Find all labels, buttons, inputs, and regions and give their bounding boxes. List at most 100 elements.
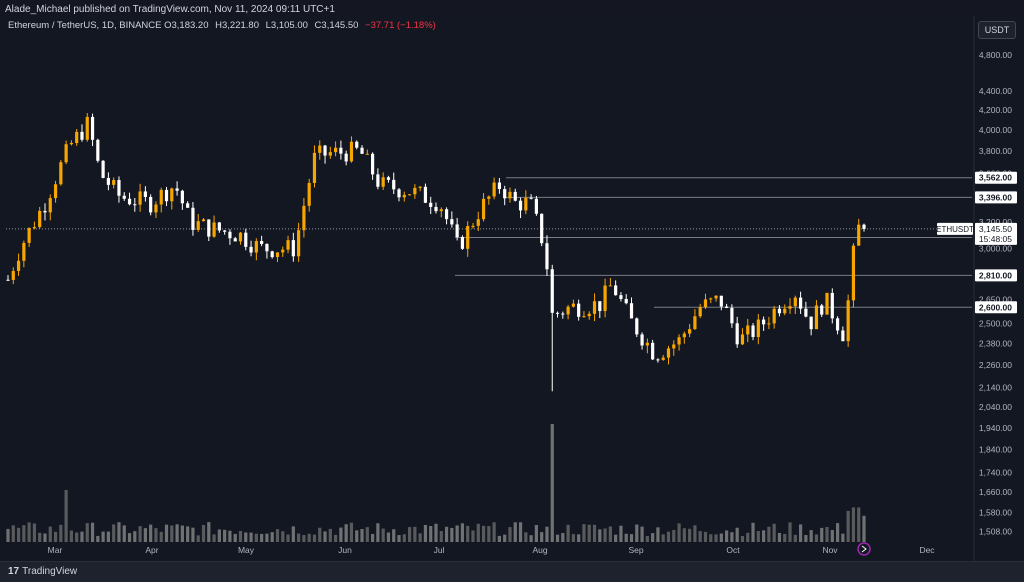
candle-body	[439, 209, 443, 212]
volume-bar	[212, 534, 216, 542]
volume-bar	[281, 531, 285, 542]
candle-body	[85, 116, 89, 140]
volume-bar	[328, 528, 332, 542]
volume-bar	[138, 526, 142, 542]
y-tick-label: 4,000.00	[979, 125, 1012, 135]
level-label: 2,600.00	[979, 302, 1012, 312]
volume-bar	[497, 535, 502, 542]
candle-body	[112, 180, 116, 185]
volume-bar	[767, 526, 771, 542]
chart-panel[interactable]: Ethereum / TetherUS, 1D, BINANCE O3,183.…	[0, 16, 1024, 561]
volume-bar	[603, 528, 607, 542]
symbol-name: Ethereum / TetherUS, 1D, BINANCE	[8, 20, 162, 31]
volume-bar	[798, 524, 803, 542]
candle-body	[96, 139, 100, 161]
candle-body	[603, 285, 607, 312]
volume-bar	[508, 527, 512, 542]
price-chart[interactable]: 4,800.00 4,400.00 4,200.00 4,000.00 3,800.00…	[0, 16, 1024, 561]
low-value: 3,105.00	[270, 20, 308, 31]
candle-body	[666, 348, 671, 358]
volume-bar	[672, 529, 676, 542]
level-label-box	[975, 191, 1017, 204]
candle-body	[16, 260, 21, 271]
candle-body	[418, 186, 422, 188]
candle-body	[318, 145, 322, 153]
countdown-value: 15:48:05	[979, 234, 1012, 244]
candle-body	[857, 224, 861, 246]
close-value: 3,145.50	[321, 20, 359, 31]
y-tick-label: 3,800.00	[979, 146, 1012, 156]
candle-body	[571, 303, 575, 307]
volume-bar	[392, 529, 396, 542]
volume-bar	[577, 534, 581, 542]
candle-body	[540, 213, 544, 244]
volume-bar	[624, 533, 628, 542]
candle-body	[407, 194, 412, 196]
candle-body	[656, 359, 660, 361]
volume-bar	[735, 527, 739, 542]
candle-body	[703, 299, 708, 308]
volume-bar	[397, 535, 401, 542]
volume-bar	[793, 534, 797, 542]
candle-body	[281, 249, 285, 253]
candle-body	[455, 224, 459, 238]
low-label: L	[265, 20, 271, 31]
candle-body	[444, 209, 449, 220]
volume-bar	[814, 534, 819, 542]
candle-body	[80, 131, 84, 140]
volume-bar	[513, 522, 517, 542]
level-label: 3,396.00	[979, 192, 1012, 202]
volume-bar	[117, 522, 121, 542]
volume-bar	[698, 531, 702, 542]
candle-body	[360, 147, 364, 154]
volume-bar	[201, 524, 206, 542]
volume-bar	[703, 531, 708, 542]
y-tick-label: 1,508.00	[979, 526, 1012, 536]
candle-body	[53, 184, 58, 199]
volume-bar	[629, 534, 634, 542]
volume-bar	[112, 524, 116, 542]
volume-bar	[233, 533, 237, 542]
candle-body	[798, 297, 803, 309]
volume-bar	[466, 525, 470, 542]
candle-body	[180, 190, 184, 204]
candle-body	[254, 241, 258, 253]
symbol-legend: Ethereum / TetherUS, 1D, BINANCE O3,183.…	[8, 20, 436, 31]
candle-body	[323, 145, 327, 156]
volume-bar	[270, 532, 274, 542]
candle-body	[777, 308, 782, 314]
candle-body	[624, 298, 628, 304]
candle-body	[788, 306, 792, 309]
volume-bar	[386, 532, 391, 542]
volume-bar	[38, 532, 42, 542]
candle-body	[635, 318, 639, 335]
volume-bar	[862, 515, 866, 542]
volume-bar	[286, 534, 290, 542]
candle-body	[386, 177, 391, 180]
currency-button[interactable]: USDT	[978, 21, 1016, 39]
volume-bar	[381, 528, 385, 542]
candle-body	[392, 179, 396, 190]
candle-body	[381, 177, 385, 187]
candle-body	[212, 222, 216, 237]
candle-body	[841, 330, 845, 342]
volume-bar	[6, 528, 10, 542]
volume-bar	[339, 527, 343, 542]
tradingview-logo[interactable]: 17 TradingView	[8, 566, 77, 577]
volume-bar	[207, 522, 211, 542]
volume-bar	[820, 527, 824, 542]
current-price-box	[975, 222, 1017, 245]
volume-bar	[545, 526, 549, 542]
candle-body	[127, 198, 132, 205]
candle-body	[730, 307, 734, 324]
x-tick-label: Aug	[532, 545, 547, 555]
candle-body	[714, 295, 718, 299]
candle-body	[429, 202, 433, 207]
volume-bar	[11, 525, 15, 542]
indicator-icon	[857, 542, 871, 556]
candle-body	[756, 319, 760, 338]
candle-body	[518, 200, 523, 211]
volume-bar	[355, 530, 359, 542]
candle-body	[355, 141, 359, 148]
volume-bar	[460, 523, 465, 542]
